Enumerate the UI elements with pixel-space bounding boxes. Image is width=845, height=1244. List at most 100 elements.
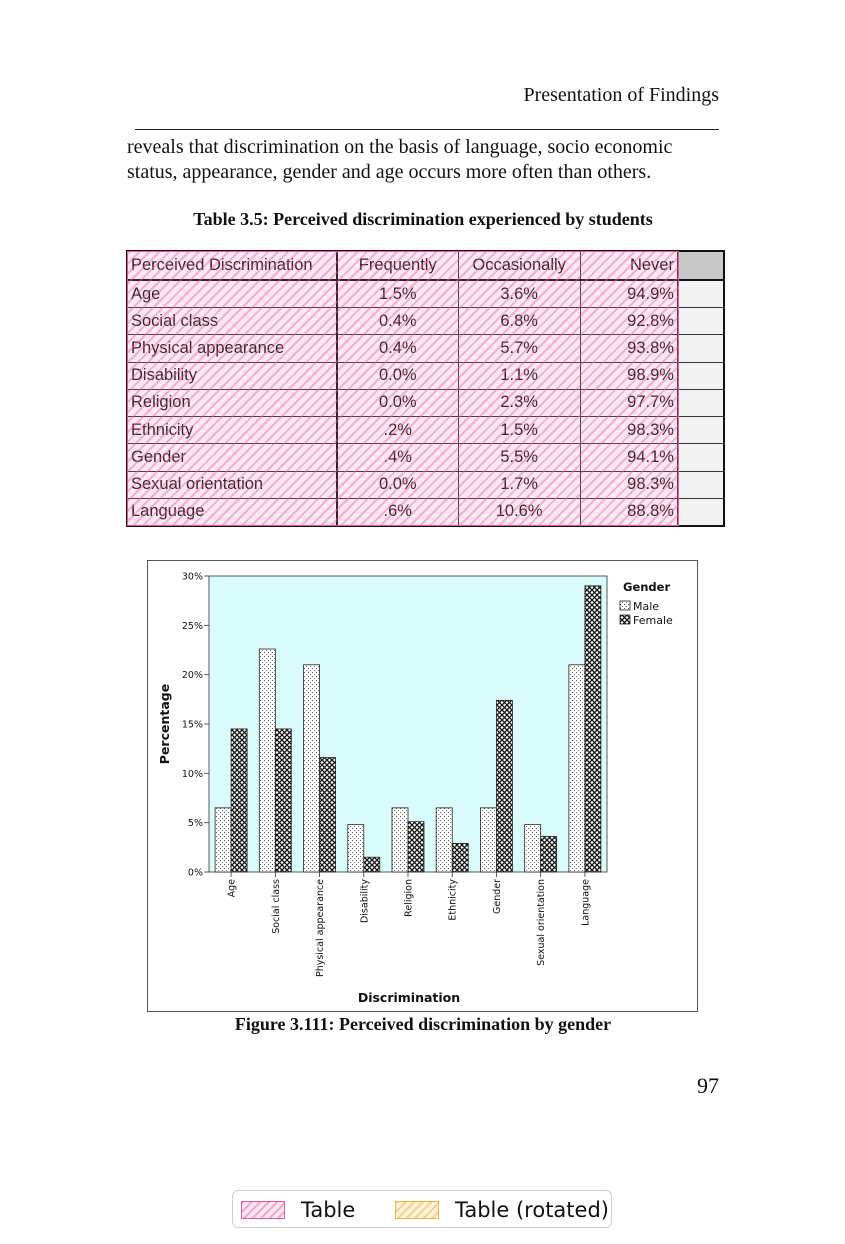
blank-cell [677,388,725,418]
bar-female [496,699,513,873]
table-cell: 0.4% [336,307,459,336]
x-tick-label: Gender [492,879,503,914]
bar-male [480,807,497,873]
x-tick-label: Religion [404,879,415,917]
row-label-cell: Religion [126,388,338,418]
table-cell: 94.9% [579,279,678,309]
legend-title: Gender [623,580,670,594]
annotation-legend: Table Table (rotated) [232,1190,612,1228]
figure-caption: Figure 3.111: Perceived discrimination b… [234,1014,612,1034]
y-axis: 0% 5% 10% 15% 20% 25% 30% [182,572,209,879]
table-cell: 98.9% [579,361,678,390]
table-row: Religion 0.0% 2.3% 97.7% [126,388,725,418]
bar-female [584,585,602,873]
header-rule [135,129,719,130]
bar-female [540,836,558,873]
bar-male [391,807,409,873]
table-cell: 88.8% [579,497,678,527]
bar-male [347,824,365,873]
row-label-cell: Age [126,279,338,309]
table-cell: 1.1% [457,361,581,390]
legend-label-female: Female [633,614,673,627]
y-tick-label: 5% [188,818,203,829]
table-cell: 5.7% [457,334,581,363]
row-label-cell: Disability [126,361,338,390]
row-label-cell: Gender [126,443,338,472]
x-tick-label: Disability [359,879,370,923]
table-row: Ethnicity .2% 1.5% 98.3% [126,416,725,445]
table-rotated-swatch-icon [395,1201,439,1219]
blank-cell [677,307,725,336]
y-tick-label: 30% [182,572,203,583]
bar-female [274,728,292,873]
blank-cell [677,279,725,309]
blank-cell [677,443,725,472]
bar-female [319,757,336,873]
table-row: Language .6% 10.6% 88.8% [126,497,725,527]
table-cell: 1.7% [457,470,581,499]
column-header-blank [677,250,725,281]
blank-cell [677,416,725,445]
table-cell: 92.8% [579,307,678,336]
table-cell: .6% [336,497,459,527]
x-tick-label: Language [580,879,591,926]
blank-cell [677,361,725,390]
figure: 0% 5% 10% 15% 20% 25% 30% Age Social class Physi… [147,560,698,1012]
annotation-legend-table-rotated: Table (rotated) [395,1191,609,1229]
y-tick-label: 0% [188,868,203,879]
chart-legend: Gender Male Female [619,580,673,627]
running-head: Presentation of Findings [523,84,719,106]
table-cell: 1.5% [336,279,459,309]
legend-swatch-male [619,600,631,611]
table-row: Disability 0.0% 1.1% 98.9% [126,361,725,390]
column-header: Occasionally [457,250,581,281]
row-label-cell: Sexual orientation [126,470,338,499]
bar-male [568,664,586,873]
bar-female [407,821,425,873]
legend-label-male: Male [633,600,659,613]
page-number: 97 [697,1073,719,1098]
table-cell: 98.3% [579,416,678,445]
column-header: Never [579,250,678,281]
table-row: Age 1.5% 3.6% 94.9% [126,279,725,309]
table-row: Social class 0.4% 6.8% 92.8% [126,307,725,336]
table-header-row: Perceived Discrimination Frequently Occa… [126,250,725,281]
table-cell: .4% [336,443,459,472]
table-cell: .2% [336,416,459,445]
blank-cell [677,334,725,363]
y-tick-label: 15% [182,720,203,731]
table-cell: 0.0% [336,470,459,499]
table-row: Sexual orientation 0.0% 1.7% 98.3% [126,470,725,499]
table-cell: 10.6% [457,497,581,527]
legend-swatch-female [619,614,631,625]
x-tick-label: Ethnicity [448,879,459,921]
annotation-legend-label: Table (rotated) [455,1198,609,1222]
annotation-legend-table: Table [241,1191,355,1229]
y-tick-label: 25% [182,621,203,632]
bars [214,585,602,873]
body-paragraph: reveals that discrimination on the basis… [127,135,719,185]
row-label-cell: Language [126,497,338,527]
table-cell: 93.8% [579,334,678,363]
table-row: Physical appearance 0.4% 5.7% 93.8% [126,334,725,363]
bar-chart: 0% 5% 10% 15% 20% 25% 30% Age Social class Physi… [147,560,698,1012]
row-label-cell: Physical appearance [126,334,338,363]
table-row: Gender .4% 5.5% 94.1% [126,443,725,472]
bar-male [524,824,542,873]
bar-male [435,807,453,873]
x-tick-label: Age [227,879,238,898]
x-tick-label: Physical appearance [315,879,326,977]
table-cell: 94.1% [579,443,678,472]
y-tick-label: 10% [182,769,203,780]
table-cell: 0.4% [336,334,459,363]
blank-cell [677,497,725,527]
x-tick-label: Social class [271,879,282,934]
column-header: Perceived Discrimination [126,250,338,281]
y-axis-label: Percentage [157,684,172,764]
x-axis-label: Discrimination [358,990,460,1005]
table-swatch-icon [241,1201,285,1219]
column-header: Frequently [336,250,459,281]
table-cell: 3.6% [457,279,581,309]
discrimination-table: Perceived Discrimination Frequently Occa… [126,250,725,527]
bar-female [363,856,381,873]
